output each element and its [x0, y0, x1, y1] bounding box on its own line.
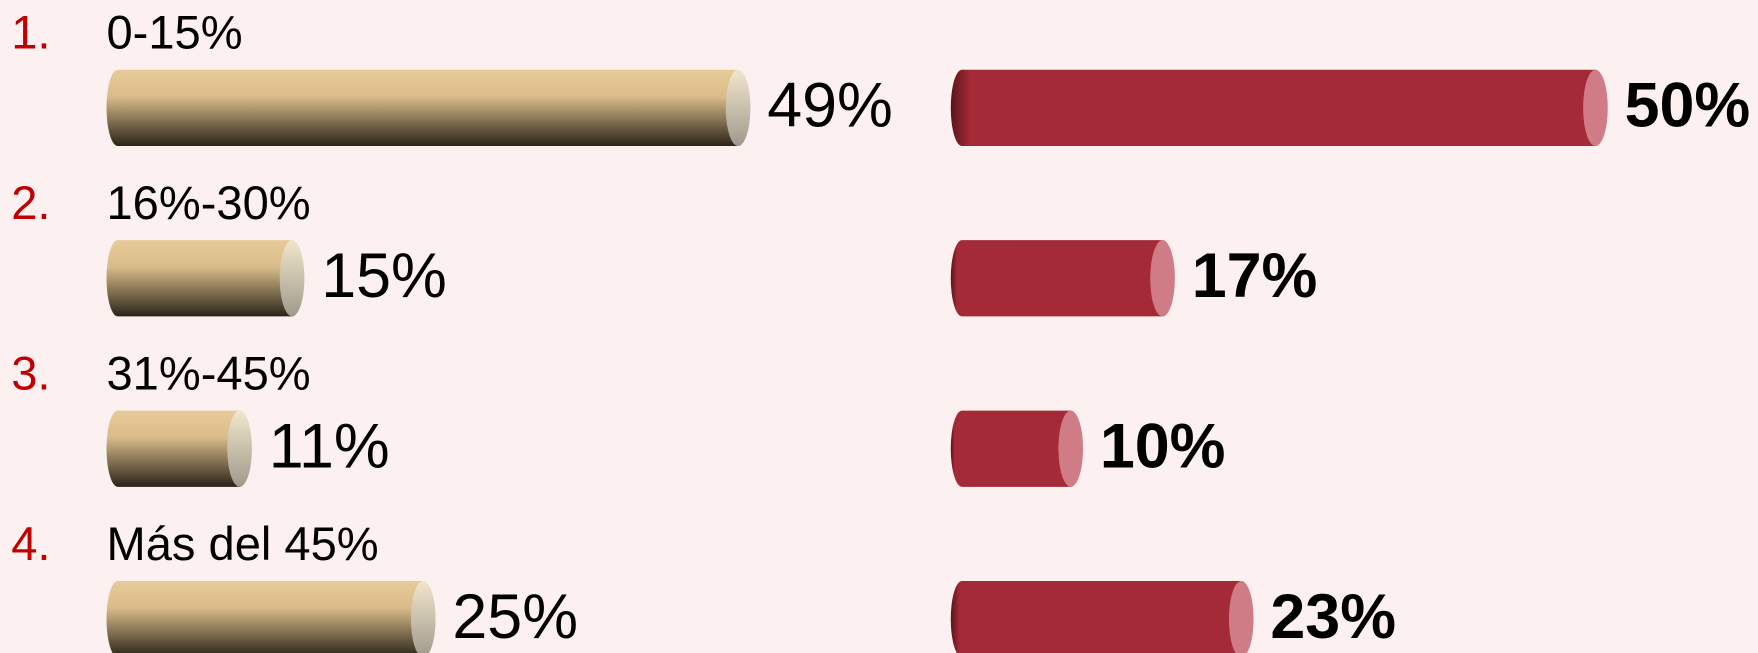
bar	[950, 410, 1082, 487]
bar-cap	[1058, 410, 1084, 487]
bar	[106, 240, 304, 317]
bar-cap	[1228, 581, 1254, 653]
bar	[106, 410, 251, 487]
bar-cap	[1583, 69, 1608, 146]
category-label: 16%-30%	[107, 176, 311, 229]
value-label: 15%	[321, 241, 447, 311]
value-label: 23%	[1270, 582, 1396, 652]
bar-cap	[227, 410, 252, 487]
bar	[106, 581, 435, 653]
bar-cap	[1150, 240, 1175, 317]
item-number: 2.	[11, 176, 50, 229]
bar-cap	[725, 69, 751, 146]
category-label: Más del 45%	[107, 517, 379, 570]
category-label: 31%-45%	[107, 346, 311, 399]
value-label: 17%	[1192, 241, 1318, 311]
item-number: 4.	[11, 517, 50, 570]
value-label: 11%	[269, 412, 390, 482]
item-number: 3.	[11, 346, 50, 399]
value-label: 10%	[1100, 412, 1226, 482]
value-label: 50%	[1625, 71, 1751, 141]
bar	[950, 240, 1174, 317]
item-number: 1.	[11, 6, 50, 59]
value-label: 49%	[767, 71, 893, 141]
category-label: 0-15%	[107, 6, 243, 59]
value-label: 25%	[452, 582, 578, 652]
bar	[950, 69, 1607, 146]
bar	[950, 581, 1253, 653]
bar	[106, 69, 750, 146]
bar-cap	[410, 581, 436, 653]
bar-cap	[279, 240, 305, 317]
